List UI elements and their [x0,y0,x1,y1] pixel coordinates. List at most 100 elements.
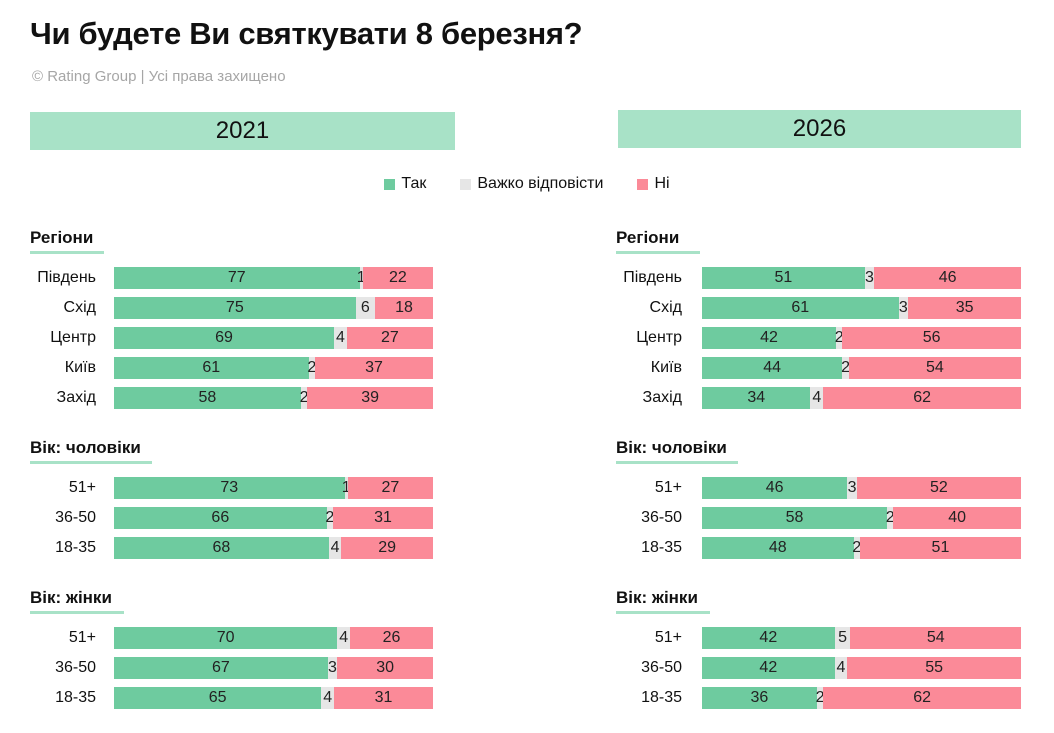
bar-segment-hard: 1 [342,477,351,499]
data-label-no: 31 [374,689,393,706]
row-label: 51+ [68,629,96,646]
bar-segment-yes: 65 [114,687,322,709]
row-label: 18-35 [55,539,96,556]
bar-segment-hard: 2 [816,687,824,709]
stacked-bar: 75 6 18 [114,297,433,319]
bar-segment-hard: 3 [327,657,338,679]
bar-segment-yes: 58 [114,387,301,409]
data-label-hard: 2 [885,509,895,526]
data-label-no: 29 [378,539,397,556]
bar-segment-yes: 48 [702,537,854,559]
row-label: 36-50 [641,659,682,676]
stacked-bar: 36 2 62 [702,687,1021,709]
data-label-no: 51 [931,539,950,556]
data-label-hard: 2 [325,509,335,526]
bar-segment-hard: 4 [321,687,335,709]
row-label: 51+ [68,479,96,496]
group-title-0: Регіони [30,228,94,247]
group-underline-1 [616,461,738,464]
data-label-no: 37 [365,359,383,376]
legend-label-hard: Важко відповісти [477,175,604,192]
bar-segment-hard: 5 [834,627,851,649]
stacked-bar: 68 4 29 [114,537,433,559]
data-label-hard: 2 [841,359,850,376]
row-label: Захід [56,389,96,406]
row-label: 18-35 [641,539,682,556]
bar-segment-no: 62 [823,387,1021,409]
stacked-bar: 65 4 31 [114,687,433,709]
data-label-no: 55 [925,659,944,676]
stacked-bar: 77 1 22 [114,267,433,289]
row-label: Схід [63,299,96,316]
data-label-hard: 2 [307,359,317,376]
year-label-2021: 2021 [215,117,270,144]
bar-segment-no: 62 [823,687,1021,709]
stacked-bar: 42 4 55 [702,657,1021,679]
data-label-yes: 69 [215,329,233,346]
data-label-hard: 4 [339,629,349,646]
stacked-bar: 44 2 54 [702,357,1021,379]
data-label-yes: 70 [216,629,235,646]
bar-segment-hard: 2 [852,537,861,559]
bar-segment-yes: 66 [114,507,327,529]
legend-item-no: Ні [637,175,670,193]
data-label-yes: 48 [768,539,787,556]
data-label-no: 18 [395,299,413,316]
bar-segment-no: 40 [893,507,1021,529]
group-underline-1 [30,461,152,464]
bar-segment-no: 54 [850,627,1021,649]
data-label-hard: 4 [323,689,333,706]
legend-item-yes: Так [384,175,426,193]
data-label-no: 35 [955,299,974,316]
group-underline-2 [616,611,710,614]
group-underline-0 [30,251,104,254]
stacked-bar: 34 4 62 [702,387,1021,409]
data-label-no: 54 [926,629,945,646]
group-underline-2 [30,611,124,614]
data-label-yes: 61 [202,359,221,376]
bar-segment-hard: 4 [337,627,351,649]
bar-segment-no: 30 [337,657,433,679]
data-label-yes: 42 [760,329,778,346]
stacked-bar: 58 2 39 [114,387,433,409]
legend-item-hard: Важко відповісти [460,175,603,193]
data-label-hard: 6 [360,299,370,316]
bar-segment-no: 54 [848,357,1021,379]
bar-segment-no: 29 [341,537,433,559]
bar-segment-hard: 2 [885,507,895,529]
bar-segment-no: 35 [908,297,1021,319]
data-label-no: 54 [925,359,944,376]
bar-segment-yes: 77 [114,267,360,289]
bar-segment-yes: 51 [702,267,865,289]
bar-segment-no: 39 [307,387,433,409]
data-label-hard: 3 [847,479,857,496]
bar-segment-yes: 67 [114,657,328,679]
bar-segment-no: 56 [842,327,1021,349]
year-band-2026: 2026 [618,110,1021,148]
bar-segment-hard: 2 [841,357,850,379]
bar-segment-yes: 36 [702,687,817,709]
data-label-yes: 42 [759,659,778,676]
data-label-hard: 4 [836,659,846,676]
data-label-yes: 75 [225,299,244,316]
chart-title: Чи будете Ви святкувати 8 березня? [30,16,583,51]
data-label-yes: 34 [747,389,766,406]
stacked-bar: 46 3 52 [702,477,1021,499]
bar-segment-hard: 6 [355,297,375,319]
data-label-yes: 73 [220,479,239,496]
panel-2026: Регіони Південь 51 3 46 Схід 61 3 35 Центр 42 2 56 Ки… [616,210,1036,730]
data-label-no: 56 [922,329,941,346]
bar-segment-hard: 2 [299,387,309,409]
bar-segment-hard: 4 [328,537,342,559]
group-title-2: Вік: жінки [616,588,698,607]
data-label-yes: 61 [791,299,810,316]
data-label-yes: 46 [765,479,784,496]
copyright-credit: © Rating Group | Усі права захищено [32,68,286,85]
data-label-yes: 66 [211,509,230,526]
stacked-bar: 69 4 27 [114,327,433,349]
bar-segment-hard: 2 [325,507,335,529]
data-label-yes: 58 [198,389,217,406]
group-title-1: Вік: чоловіки [616,438,727,457]
data-label-hard: 2 [299,389,309,406]
legend-swatch-hard [460,178,472,190]
